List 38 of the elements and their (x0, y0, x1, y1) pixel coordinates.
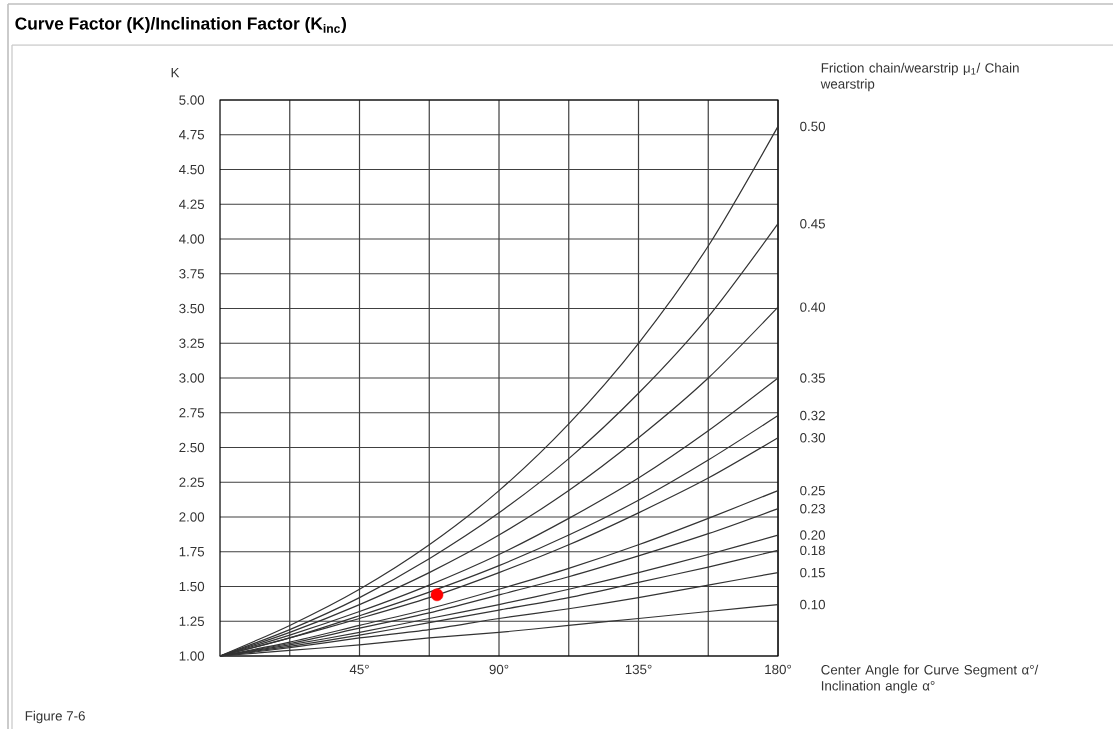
caption: Figure 7-6 (25, 710, 85, 724)
y-tick-label: 2.25 (179, 477, 205, 487)
y-tick-label: 3.00 (179, 373, 205, 383)
x-tick-label: 180° (765, 664, 791, 675)
y-tick-label: 2.75 (179, 408, 205, 418)
series-label: 0.20 (800, 530, 826, 540)
y-tick-label: 4.75 (178, 130, 205, 140)
y-tick-label: 1.25 (179, 616, 205, 626)
series-label: 0.18 (800, 545, 825, 556)
y-tick-label: 2.50 (179, 442, 205, 453)
series-label: 0.50 (800, 121, 826, 132)
series-label: 0.40 (800, 302, 826, 312)
series-label: 0.23 (800, 503, 825, 514)
chart-title: Curve Factor (K)/Inclination Factor (K$_{inc}$) (15, 16, 346, 34)
series-label: 0.32 (800, 410, 825, 421)
y-tick-label: 1.00 (179, 651, 205, 661)
y-tick-label: 4.25 (178, 199, 205, 209)
series-label: 0.30 (800, 433, 826, 443)
y-tick-label: 5.00 (179, 95, 205, 105)
y-tick-label: 4.50 (178, 164, 205, 175)
y-tick-label: 3.75 (179, 269, 205, 279)
series-label: 0.15 (800, 567, 825, 578)
series-label: 0.10 (800, 599, 826, 610)
x-tick-label: 90° (489, 664, 509, 675)
y-tick-label: 1.50 (179, 581, 205, 592)
y-tick-label: 3.50 (179, 303, 205, 314)
x-tick-label: 135° (625, 664, 652, 675)
y-axis-title: K (171, 68, 180, 78)
series-label: 0.45 (800, 219, 825, 229)
text: Friction chain/wearstrip μ$_{1}$/ Chain wearstrip (820, 62, 1019, 92)
y-tick-label: 2.00 (179, 512, 205, 522)
y-tick-label: 3.25 (179, 338, 205, 348)
x-tick-label: 45° (349, 664, 369, 675)
series-label: 0.25 (800, 485, 825, 496)
y-tick-label: 1.75 (179, 547, 205, 557)
series-label: 0.35 (800, 373, 825, 383)
y-tick-label: 4.00 (178, 234, 205, 244)
x-axis-title: Center Angle for Curve Segment α°/ Inclination angle α° (821, 664, 1039, 694)
